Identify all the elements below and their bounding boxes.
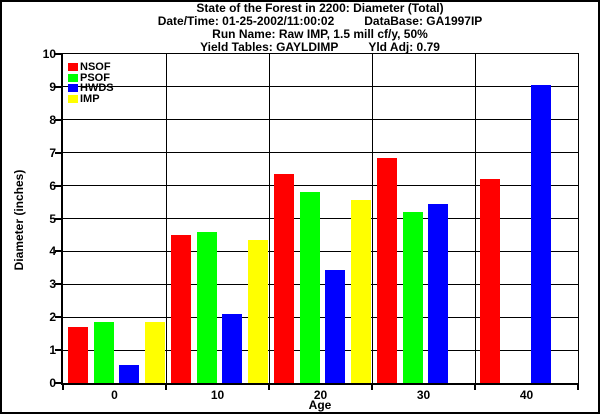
x-tick-mark [62,385,64,390]
gridline-vertical [165,54,167,383]
legend-label-imp: IMP [80,93,100,106]
y-tick-label-10: 10 [42,47,56,61]
gridline-horizontal [63,218,578,219]
chart-title: State of the Forest in 2200: Diameter (T… [196,1,444,15]
yield-adj-text: Yld Adj: 0.79 [368,40,440,54]
bar-nsof-age40 [480,179,500,383]
chart-subtitle-yield: Yield Tables: GAYLDIMP Yld Adj: 0.79 [40,40,598,54]
y-tick-label-9: 9 [49,79,56,94]
gridline-vertical [474,54,476,383]
legend-label-nsof: NSOF [80,61,111,74]
database-text: DataBase: GA1997IP [364,14,483,28]
y-tick-label-4: 4 [49,244,56,259]
bar-hwds-age40 [531,85,551,383]
y-tick-label-6: 6 [49,178,56,193]
legend-swatch-imp [68,95,78,104]
chart-header: State of the Forest in 2200: Diameter (T… [40,1,598,54]
legend-label-hwds: HWDS [80,82,114,95]
bar-hwds-age10 [222,313,242,383]
bar-nsof-age0 [68,327,88,383]
y-tick-mark [55,217,61,220]
x-tick-label-40: 40 [519,388,534,402]
legend-label-psof: PSOF [80,71,110,84]
legend: NSOF PSOF HWDS IMP [68,62,114,105]
bar-imp-age0 [144,322,165,383]
y-tick-label-7: 7 [49,145,56,160]
bar-hwds-age20 [325,269,345,383]
legend-item-hwds: HWDS [68,83,114,94]
gridline-horizontal [63,185,578,187]
gridline-horizontal [63,283,578,285]
plot-grid [63,54,578,383]
x-tick-label-20: 20 [313,388,328,402]
y-tick-label-1: 1 [49,343,56,358]
bar-nsof-age20 [274,174,294,383]
y-tick-label-2: 2 [49,310,56,325]
legend-item-nsof: NSOF [68,62,114,73]
gridline-horizontal [63,152,578,154]
x-axis-title: Age [308,398,332,412]
y-tick-label-8: 8 [49,112,56,127]
x-tick-mark [165,385,167,390]
y-tick-mark [55,184,61,187]
y-tick-mark [55,250,61,253]
bar-hwds-age30 [428,203,448,383]
legend-swatch-hwds [68,84,78,93]
datetime-text: Date/Time: 01-25-2002/11:00:02 [157,14,335,28]
yield-tables-text: Yield Tables: GAYLDIMP [200,40,339,54]
y-tick-label-5: 5 [49,211,56,226]
gridline-horizontal [63,349,578,351]
y-tick-mark [55,151,61,154]
gridline-horizontal [63,86,578,88]
y-tick-mark [55,85,61,88]
gridline-vertical [268,54,270,383]
gridline-vertical [371,54,373,383]
bar-psof-age0 [93,322,114,383]
x-tick-label-10: 10 [210,388,225,402]
y-tick-mark [55,382,61,384]
plot-area: NSOF PSOF HWDS IMP [61,53,579,385]
legend-swatch-psof [68,73,78,82]
x-tick-mark [371,385,373,390]
gridline-horizontal [63,119,578,121]
y-tick-label-3: 3 [49,277,56,292]
run-name-text: Run Name: Raw IMP, 1.5 mill cf/y, 50% [212,27,428,41]
bar-psof-age10 [196,231,217,383]
y-tick-mark [55,349,61,352]
x-tick-label-30: 30 [416,388,431,402]
y-tick-mark [55,118,61,121]
y-tick-mark [55,53,61,55]
bar-hwds-age0 [119,364,139,383]
y-tick-mark [55,316,61,319]
bar-nsof-age10 [171,234,191,383]
legend-swatch-nsof [68,63,78,72]
x-tick-mark [474,385,476,390]
bar-psof-age30 [402,211,423,383]
bar-imp-age10 [247,239,268,383]
y-tick-mark [55,283,61,286]
bar-nsof-age30 [377,157,397,383]
gridline-horizontal [63,316,578,318]
legend-item-psof: PSOF [68,71,114,84]
chart-subtitle-datetime-db: Date/Time: 01-25-2002/11:00:02 DataBase: … [40,14,598,28]
y-tick-label-0: 0 [49,376,56,390]
gridline-horizontal [63,250,578,252]
legend-item-imp: IMP [68,94,114,105]
x-tick-mark [577,385,579,390]
bar-psof-age20 [299,192,320,383]
x-tick-label-0: 0 [111,388,118,402]
x-tick-mark [268,385,270,390]
bar-imp-age20 [350,200,371,383]
